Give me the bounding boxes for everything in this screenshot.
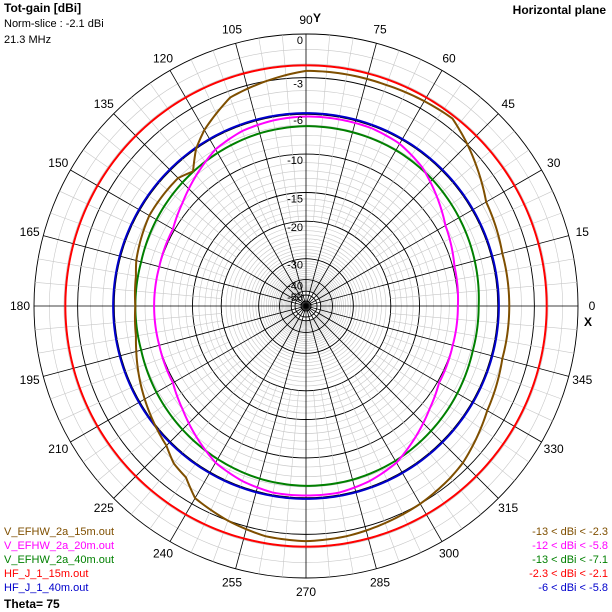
radial-tick-label: -6 bbox=[293, 115, 303, 127]
legend-series-name: HF_J_1_40m.out bbox=[4, 582, 88, 594]
grid-spoke-major bbox=[305, 305, 443, 542]
legend-series-range: -13 < dBi < -2.3 bbox=[532, 526, 608, 538]
radial-tick-label: -20 bbox=[287, 222, 303, 234]
angle-tick-label: 30 bbox=[547, 156, 561, 170]
grid-spoke-major bbox=[43, 305, 307, 377]
legend: V_EFHW_2a_15m.out -13 < dBi < -2.3 V_EFHW_… bbox=[4, 526, 608, 594]
grid-spoke-major bbox=[70, 169, 307, 307]
angle-tick-label: 345 bbox=[572, 373, 592, 387]
grid-spoke-major bbox=[305, 70, 443, 307]
grid-spoke-minor bbox=[130, 370, 252, 515]
grid-spoke-major bbox=[305, 169, 542, 307]
grid-spoke-minor bbox=[97, 360, 242, 482]
grid-spoke-major bbox=[305, 43, 377, 307]
angle-tick-label: 285 bbox=[370, 575, 390, 589]
angle-tick-label: 75 bbox=[373, 23, 387, 37]
grid-spoke-major bbox=[113, 305, 307, 499]
frequency-text: 21.3 MHz bbox=[4, 34, 51, 46]
angle-tick-label: 60 bbox=[442, 51, 456, 65]
y-axis-label: Y bbox=[313, 11, 321, 25]
grid-spoke-major bbox=[305, 305, 499, 499]
grid-spoke-major bbox=[70, 305, 307, 443]
legend-series-range: -6 < dBi < -5.8 bbox=[538, 582, 608, 594]
chart-title: Tot-gain [dBi] bbox=[4, 1, 81, 15]
angle-tick-label: 45 bbox=[502, 97, 516, 111]
grid-spoke-major bbox=[305, 305, 569, 377]
radial-tick-label: -50 bbox=[287, 292, 303, 304]
grid-spoke-major bbox=[235, 305, 307, 569]
radial-tick-label: 0 bbox=[297, 35, 303, 47]
angle-tick-label: 180 bbox=[10, 299, 30, 313]
radial-tick-label: -30 bbox=[287, 260, 303, 272]
grid-spoke-major bbox=[305, 113, 499, 307]
radial-tick-label: -40 bbox=[287, 281, 303, 293]
polar-labels: 0 -3 -6 -10 -15 -20 -30 -40-50 0 15 30 45 60 75 90 105 1… bbox=[10, 13, 596, 599]
angle-tick-label: 135 bbox=[94, 97, 114, 111]
angle-tick-label: 315 bbox=[498, 501, 518, 515]
angle-tick-label: 150 bbox=[48, 156, 68, 170]
angle-tick-label: 240 bbox=[153, 547, 173, 561]
grid-spoke-major bbox=[305, 305, 377, 569]
grid-spoke-major bbox=[305, 305, 542, 443]
angle-tick-label: 15 bbox=[576, 225, 590, 239]
series-line-v-efhw-2a-20m-out bbox=[153, 115, 460, 497]
grid-spoke-major bbox=[235, 43, 307, 307]
angle-tick-label: 225 bbox=[94, 501, 114, 515]
grid-spoke-minor bbox=[83, 149, 237, 258]
angle-tick-label: 105 bbox=[222, 23, 242, 37]
angle-tick-label: 270 bbox=[296, 585, 316, 599]
angle-tick-label: 210 bbox=[48, 442, 68, 456]
legend-series-range: -12 < dBi < -5.8 bbox=[532, 540, 608, 552]
angle-tick-label: 195 bbox=[20, 373, 40, 387]
grid-spoke-major bbox=[113, 113, 307, 307]
legend-series-range: -13 < dBi < -7.1 bbox=[532, 554, 608, 566]
grid-spoke-minor bbox=[375, 354, 529, 463]
polar-series bbox=[64, 64, 548, 548]
grid-spoke-minor bbox=[354, 83, 463, 237]
theta-label: Theta= 75 bbox=[4, 597, 60, 611]
grid-spoke-major bbox=[169, 305, 307, 542]
radial-tick-label: -10 bbox=[287, 155, 303, 167]
angle-tick-label: 120 bbox=[153, 51, 173, 65]
radial-tick-label: -15 bbox=[287, 194, 303, 206]
grid-spoke-major bbox=[305, 235, 569, 307]
angle-tick-label: 165 bbox=[20, 225, 40, 239]
radial-tick-label: -3 bbox=[293, 79, 303, 91]
legend-series-range: -2.3 < dBi < -2.1 bbox=[529, 568, 608, 580]
grid-spoke-minor bbox=[83, 354, 237, 463]
norm-slice-text: Norm-slice : -2.1 dBi bbox=[4, 18, 104, 30]
angle-tick-label: 300 bbox=[439, 547, 459, 561]
grid-spoke-minor bbox=[130, 97, 252, 242]
grid-spoke-minor bbox=[97, 130, 242, 252]
plane-label: Horizontal plane bbox=[513, 3, 607, 17]
angle-tick-label: 0 bbox=[589, 299, 596, 313]
grid-spoke-major bbox=[169, 70, 307, 307]
x-axis-label: X bbox=[584, 315, 592, 329]
grid-spoke-minor bbox=[149, 83, 258, 237]
legend-series-name: V_EFHW_2a_15m.out bbox=[4, 526, 114, 538]
angle-tick-label: 255 bbox=[222, 575, 242, 589]
angle-tick-label: 330 bbox=[544, 442, 564, 456]
series-line-hf-j-1-15m-out bbox=[64, 64, 548, 548]
legend-series-name: HF_J_1_15m.out bbox=[4, 568, 88, 580]
legend-series-name: V_EFHW_2a_20m.out bbox=[4, 540, 114, 552]
grid-spoke-major bbox=[43, 235, 307, 307]
series-line-hf-j-1-40m-out bbox=[112, 112, 500, 500]
series-line-v-efhw-2a-15m-out bbox=[133, 69, 511, 543]
legend-series-name: V_EFHW_2a_40m.out bbox=[4, 554, 114, 566]
angle-tick-label: 90 bbox=[299, 13, 313, 27]
